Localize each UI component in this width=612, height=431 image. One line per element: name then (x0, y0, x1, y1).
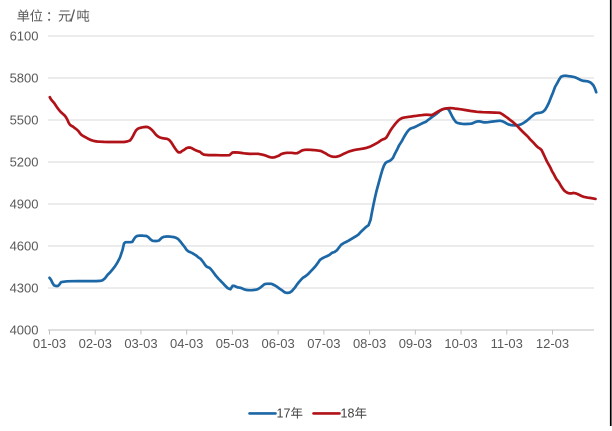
svg-text:4000: 4000 (10, 323, 39, 338)
svg-text:01-03: 01-03 (33, 336, 66, 351)
svg-text:5800: 5800 (10, 71, 39, 86)
svg-text:09-03: 09-03 (399, 336, 432, 351)
svg-text:4300: 4300 (10, 281, 39, 296)
svg-text:04-03: 04-03 (170, 336, 203, 351)
svg-text:10-03: 10-03 (444, 336, 477, 351)
svg-text:6100: 6100 (10, 29, 39, 44)
svg-text:07-03: 07-03 (307, 336, 340, 351)
svg-text:02-03: 02-03 (79, 336, 112, 351)
svg-text:12-03: 12-03 (536, 336, 569, 351)
svg-text:4600: 4600 (10, 239, 39, 254)
svg-text:4900: 4900 (10, 197, 39, 212)
svg-text:06-03: 06-03 (262, 336, 295, 351)
svg-text:11-03: 11-03 (491, 336, 523, 351)
svg-text:5500: 5500 (10, 113, 39, 128)
svg-text:18: 18 (341, 407, 355, 421)
svg-text:08-03: 08-03 (353, 336, 386, 351)
svg-text:5200: 5200 (10, 155, 39, 170)
svg-text:17: 17 (277, 407, 291, 421)
svg-text:05-03: 05-03 (216, 336, 249, 351)
svg-text:03-03: 03-03 (124, 336, 157, 351)
